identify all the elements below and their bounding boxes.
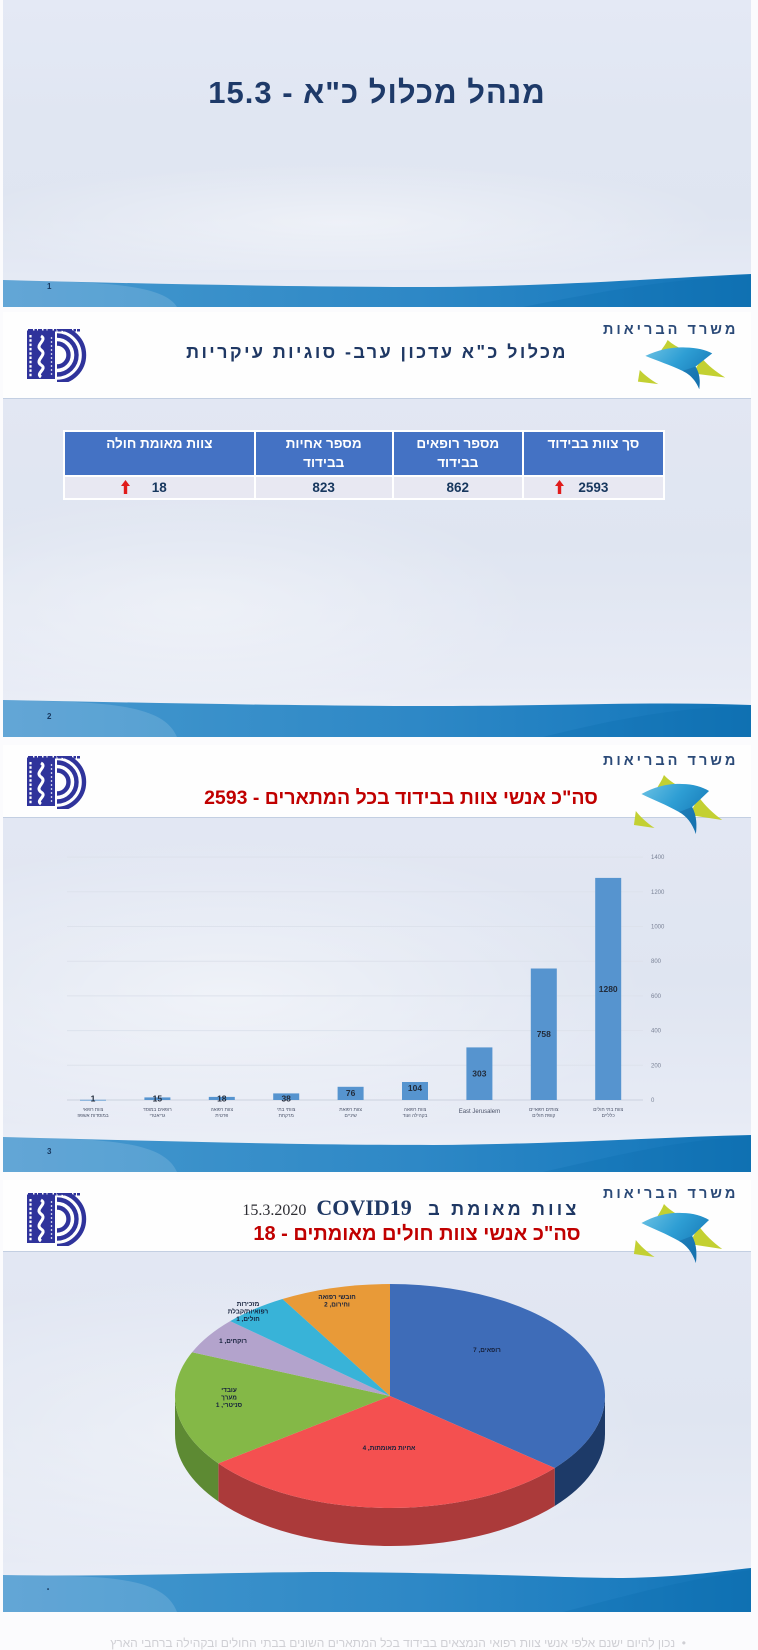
svg-text:צוותים רפואיים: צוותים רפואיים <box>529 1108 559 1113</box>
svg-text:600: 600 <box>651 994 662 1000</box>
svg-text:38: 38 <box>281 1094 291 1104</box>
svg-text:וחירום, 2: וחירום, 2 <box>324 1301 350 1308</box>
svg-text:1200: 1200 <box>651 890 665 896</box>
svg-text:אחיות מאומתות, 4: אחיות מאומתות, 4 <box>363 1445 416 1452</box>
svg-text:רופאים, 7: רופאים, 7 <box>473 1347 501 1354</box>
svg-text:104: 104 <box>408 1083 422 1093</box>
svg-text:200: 200 <box>651 1063 662 1069</box>
svg-text:400: 400 <box>651 1029 662 1035</box>
svg-text:East Jerusalem: East Jerusalem <box>459 1109 500 1115</box>
svg-text:1: 1 <box>91 1094 96 1104</box>
svg-text:רוקחים, 1: רוקחים, 1 <box>219 1338 247 1345</box>
svg-text:מרקחת: מרקחת <box>279 1114 294 1119</box>
svg-text:סניטרי, 1: סניטרי, 1 <box>216 1402 243 1409</box>
svg-text:צוות רפואי: צוות רפואי <box>83 1108 104 1113</box>
svg-text:צוות רפואה: צוות רפואה <box>211 1108 234 1113</box>
svg-text:גריאטרי: גריאטרי <box>150 1114 166 1119</box>
svg-text:מערך: מערך <box>221 1394 237 1401</box>
svg-text:צוות רפואת: צוות רפואת <box>339 1108 362 1113</box>
svg-text:בקהילה ועוד: בקהילה ועוד <box>403 1112 428 1119</box>
svg-text:שיניים: שיניים <box>344 1114 357 1119</box>
svg-text:מזכירות: מזכירות <box>237 1301 260 1308</box>
svg-text:חובשי רפואה: חובשי רפואה <box>318 1294 355 1301</box>
svg-text:פרטית: פרטית <box>215 1114 228 1119</box>
svg-text:1000: 1000 <box>651 925 665 931</box>
svg-text:800: 800 <box>651 959 662 965</box>
svg-text:עובדי: עובדי <box>221 1387 237 1394</box>
svg-text:1280: 1280 <box>599 984 618 994</box>
svg-text:1400: 1400 <box>651 855 665 861</box>
svg-text:303: 303 <box>472 1069 486 1079</box>
svg-text:76: 76 <box>346 1088 356 1098</box>
svg-text:קופת חולים: קופת חולים <box>532 1112 555 1119</box>
svg-text:18: 18 <box>217 1094 227 1104</box>
svg-text:צוות בתי חולים: צוות בתי חולים <box>593 1106 623 1113</box>
svg-text:חולים, 1: חולים, 1 <box>236 1315 260 1323</box>
svg-text:רפואיות/קבלת: רפואיות/קבלת <box>228 1307 269 1315</box>
svg-text:0: 0 <box>651 1098 655 1104</box>
svg-text:רופאים במוסד: רופאים במוסד <box>143 1108 172 1113</box>
svg-text:צוות רפואה: צוות רפואה <box>404 1108 427 1113</box>
svg-text:כלליים: כלליים <box>602 1112 616 1119</box>
svg-text:במוסדות אשפוז: במוסדות אשפוז <box>77 1114 108 1119</box>
svg-text:צוותי בתי: צוותי בתי <box>277 1108 296 1113</box>
svg-text:758: 758 <box>537 1029 551 1039</box>
svg-text:15: 15 <box>153 1094 163 1104</box>
